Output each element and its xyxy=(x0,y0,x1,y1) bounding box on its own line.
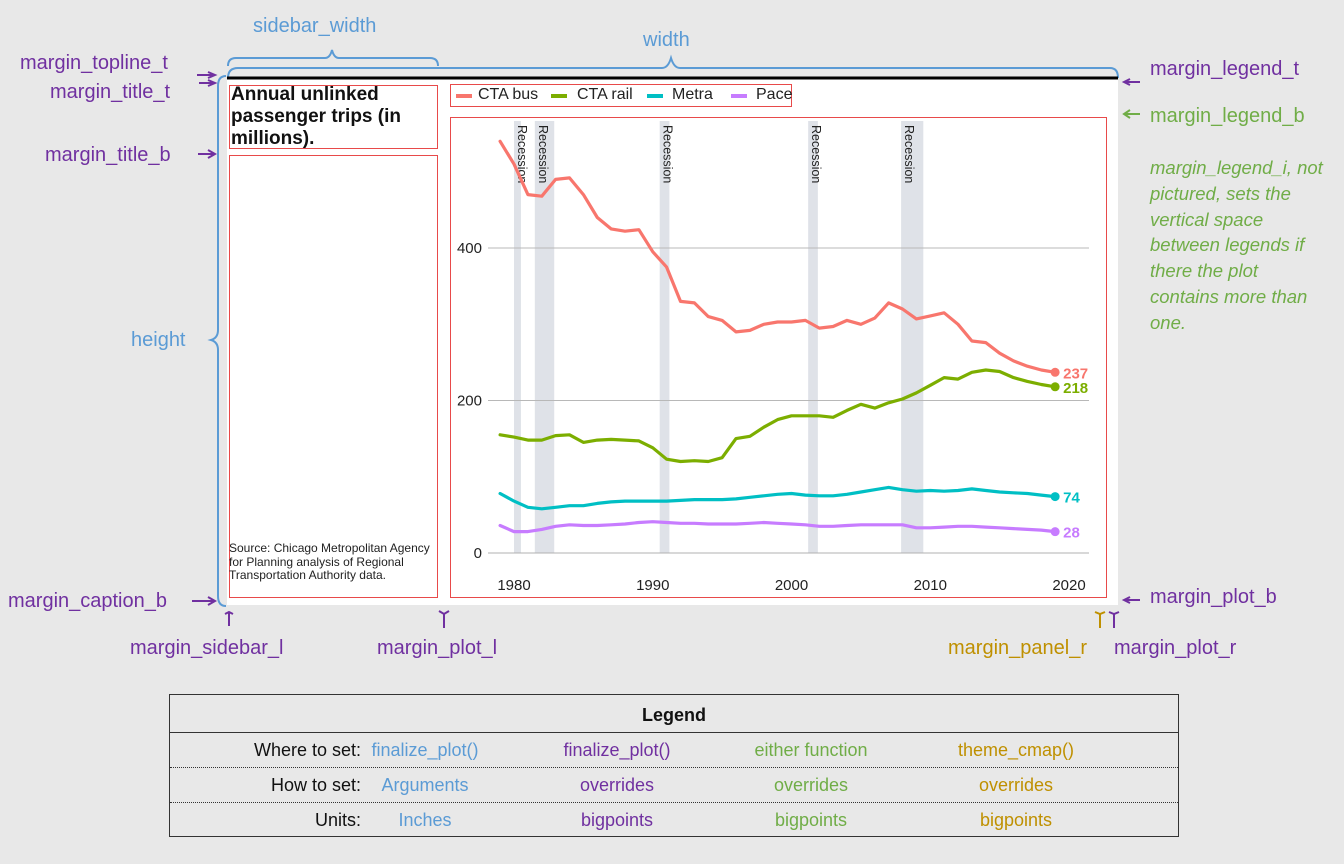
x-tick-label: 1980 xyxy=(497,577,530,594)
margin-plot-l-label: margin_plot_l xyxy=(377,637,498,659)
legend-box xyxy=(450,84,792,107)
width-label: width xyxy=(643,29,690,51)
recession-band xyxy=(901,121,924,553)
margin-sidebar-l-arrow xyxy=(224,610,234,626)
recession-band xyxy=(808,121,818,553)
legend-swatch-cta-rail xyxy=(551,94,567,98)
row-label: Where to set: xyxy=(253,740,361,760)
recession-band xyxy=(659,121,670,553)
title-box xyxy=(229,85,438,149)
recession-band xyxy=(534,121,555,553)
cell: overrides xyxy=(978,775,1054,795)
series-end-label: 74 xyxy=(1063,490,1080,507)
x-tick-label: 1990 xyxy=(636,577,669,594)
cell: overrides xyxy=(579,775,655,795)
margin-legend-b-arrow xyxy=(1122,109,1140,119)
margin-plot-b-arrow xyxy=(1121,596,1140,604)
margin-title-b-arrow xyxy=(198,149,218,159)
legend-swatch-pace xyxy=(731,94,747,98)
margin-sidebar-l-label: margin_sidebar_l xyxy=(130,637,284,659)
legend-swatch-cta-bus xyxy=(456,94,472,98)
margin-title-b-label: margin_title_b xyxy=(45,144,171,166)
series-end-label: 218 xyxy=(1063,380,1088,397)
cell: Inches xyxy=(398,810,452,830)
series-end-point xyxy=(1050,382,1060,392)
margin-panel-r-arrow xyxy=(1094,611,1106,628)
margin-caption-b-label: margin_caption_b xyxy=(8,590,167,612)
legend-label-metra: Metra xyxy=(672,86,713,103)
height-brace xyxy=(207,75,227,607)
legend-label-cta-bus: CTA bus xyxy=(478,86,539,103)
row-label: Units: xyxy=(314,810,361,830)
margin-title-t-label: margin_title_t xyxy=(50,81,171,103)
x-tick-label: 2010 xyxy=(914,577,947,594)
series-line-metra xyxy=(498,485,1057,511)
margin-caption-b-arrow xyxy=(192,596,218,606)
width-brace xyxy=(227,54,1119,79)
margin-topline-t-arrow xyxy=(197,71,218,79)
x-tick-label: 2020 xyxy=(1052,577,1085,594)
cell: finalize_plot() xyxy=(563,740,671,760)
recession-band xyxy=(514,121,521,553)
cell: bigpoints xyxy=(979,810,1053,830)
legend-swatch-metra xyxy=(647,94,663,98)
legend-table-row-where: Where to set: finalize_plot() finalize_p… xyxy=(170,733,1178,768)
cell: bigpoints xyxy=(774,810,848,830)
legend-label-cta-rail: CTA rail xyxy=(577,86,633,103)
margin-legend-i-note: margin_legend_i, not pictured, sets the … xyxy=(1150,157,1323,333)
margin-legend-b-label: margin_legend_b xyxy=(1150,105,1305,127)
sidebar-width-brace xyxy=(227,49,439,67)
legend-label-pace: Pace xyxy=(756,86,793,103)
plot-canvas xyxy=(227,77,1118,605)
recession-label: Recession xyxy=(515,125,529,183)
series-line-cta-rail xyxy=(498,368,1057,464)
series-end-point xyxy=(1050,367,1060,377)
cell: Arguments xyxy=(381,775,469,795)
series-line-cta-bus xyxy=(498,139,1057,374)
height-label: height xyxy=(131,329,186,351)
panel-box xyxy=(450,117,1107,598)
margin-plot-l-arrow xyxy=(438,610,450,628)
recession-label: Recession xyxy=(536,125,550,183)
series-end-point xyxy=(1050,527,1060,537)
x-tick-label: 2000 xyxy=(775,577,808,594)
margin-panel-r-label: margin_panel_r xyxy=(948,637,1087,659)
legend-table-row-units: Units: Inches bigpoints bigpoints bigpoi… xyxy=(170,803,1178,838)
margin-legend-t-label: margin_legend_t xyxy=(1150,58,1299,80)
cell: either function xyxy=(754,740,868,760)
series-line-pace xyxy=(498,520,1057,534)
y-tick-label: 200 xyxy=(457,393,482,410)
series-end-label: 237 xyxy=(1063,365,1088,382)
row-label: How to set: xyxy=(270,775,361,795)
cell: overrides xyxy=(773,775,849,795)
margin-plot-r-label: margin_plot_r xyxy=(1114,637,1237,659)
series-end-label: 28 xyxy=(1063,525,1080,542)
recession-label: Recession xyxy=(661,125,675,183)
margin-title-t-arrow xyxy=(199,79,218,87)
margin-plot-r-arrow xyxy=(1108,611,1120,628)
y-tick-label: 400 xyxy=(457,240,482,257)
cell: finalize_plot() xyxy=(371,740,479,760)
margin-plot-b-label: margin_plot_b xyxy=(1150,586,1277,608)
recession-label: Recession xyxy=(902,125,916,183)
sidebar-caption-box xyxy=(229,155,438,598)
cell: bigpoints xyxy=(580,810,654,830)
sidebar-width-label: sidebar_width xyxy=(253,15,377,37)
legend-table-row-how: How to set: Arguments overrides override… xyxy=(170,768,1178,803)
margin-topline-t-label: margin_topline_t xyxy=(20,52,168,74)
plot-title: Annual unlinked passenger trips (in mill… xyxy=(231,84,401,149)
recession-label: Recession xyxy=(809,125,823,183)
y-tick-label: 0 xyxy=(474,545,482,562)
cell: theme_cmap() xyxy=(957,740,1075,760)
plot-caption: Source: Chicago Metropolitan Agency for … xyxy=(229,541,430,582)
margin-legend-t-arrow xyxy=(1121,78,1140,86)
series-end-point xyxy=(1050,492,1060,502)
legend-table: Legend Where to set: finalize_plot() fin… xyxy=(169,694,1179,837)
legend-table-title: Legend xyxy=(170,695,1178,733)
